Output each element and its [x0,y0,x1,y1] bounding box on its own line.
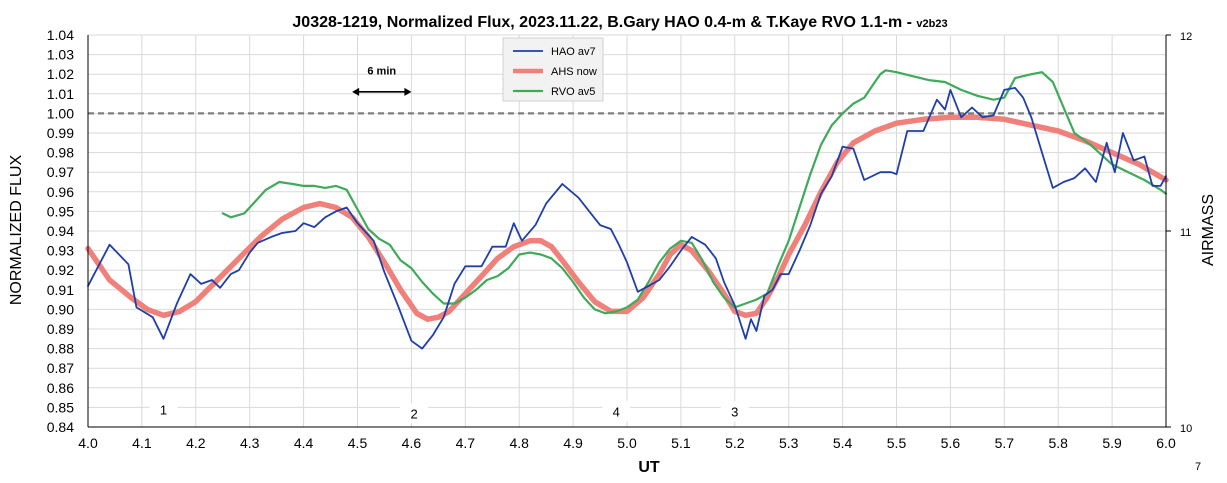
legend-label: HAO av7 [551,46,596,58]
x-tick-label: 4.6 [402,435,422,451]
y2-tick-label: 12 [1180,31,1192,43]
y-tick-label: 1.04 [47,27,74,43]
axes [87,34,1171,428]
annotation-label: 3 [731,404,738,419]
y-tick-label: 1.02 [47,66,74,82]
tick-labels: 0.84 0.85 0.86 0.87 0.88 0.89 0.90 0.91 0.92 0.93… [47,27,1193,451]
legend-label: RVO av5 [551,86,595,98]
y-tick-label: 1.01 [47,86,74,102]
y-tick-label: 0.84 [47,419,74,435]
x-tick-label: 5.0 [617,435,637,451]
annotation-label-bg [720,401,749,422]
grid [87,34,1167,428]
annotation-label: 2 [410,406,417,421]
y-tick-label: 0.97 [47,164,74,180]
annotation-label-bg [602,401,631,422]
x-tick-label: 4.3 [240,435,260,451]
x-tick-label: 5.8 [1048,435,1068,451]
y-tick-label: 0.90 [47,301,74,317]
y-tick-label: 0.88 [47,341,74,357]
y-tick-label: 0.92 [47,262,74,278]
x-tick-label: 4.7 [456,435,476,451]
chart-title-main: J0328-1219, Normalized Flux, 2023.11.22,… [292,14,916,31]
annotation-label: 1 [160,402,167,417]
annotation-label: 4 [613,404,620,419]
y-tick-label: 0.93 [47,243,74,259]
x-axis-label: UT [638,459,660,476]
y-tick-label: 0.96 [47,184,74,200]
arrow-head-left [352,87,360,96]
series-line-rvo-av5 [221,69,1168,315]
annotation-label: 6 min [367,65,396,77]
x-tick-label: 5.7 [995,435,1015,451]
y-tick-label: 0.85 [47,399,74,415]
x-tick-label: 4.9 [563,435,583,451]
x-tick-label: 6.0 [1156,435,1176,451]
y2-axis-label: AIRMASS [1200,194,1217,266]
series-group [85,69,1169,350]
annotations: 6 min 1 2 4 3 [149,65,749,424]
corner-note: 7 [1195,461,1201,473]
x-tick-label: 5.2 [725,435,745,451]
y-tick-label: 1.03 [47,47,74,63]
arrow-head-right [404,87,412,96]
y2-tick-label: 10 [1180,423,1192,435]
x-tick-label: 4.5 [348,435,368,451]
x-tick-label: 5.6 [941,435,961,451]
annotation-label-bg [400,403,429,424]
x-tick-label: 5.3 [779,435,799,451]
x-tick-label: 4.2 [186,435,206,451]
y-axis-label: NORMALIZED FLUX [8,155,25,306]
y-tick-label: 1.00 [47,105,74,121]
x-tick-label: 5.5 [887,435,907,451]
y-tick-label: 0.91 [47,282,74,298]
y-tick-label: 0.95 [47,203,74,219]
y-tick-label: 0.87 [47,360,74,376]
series-line-ahs-now [85,114,1169,322]
annotation-label-bg [149,399,178,420]
series-line-hao-av7 [87,87,1167,350]
legend: HAO av7 AHS now RVO av5 [502,37,604,102]
chart-title-version: v2b23 [916,18,947,30]
x-tick-label: 5.9 [1102,435,1122,451]
chart-title: J0328-1219, Normalized Flux, 2023.11.22,… [292,14,947,31]
x-tick-label: 5.1 [671,435,691,451]
x-tick-label: 5.4 [833,435,853,451]
y-tick-label: 0.98 [47,145,74,161]
y-tick-label: 0.89 [47,321,74,337]
x-tick-label: 4.8 [509,435,529,451]
x-tick-label: 4.0 [78,435,98,451]
legend-label: AHS now [551,66,597,78]
y-tick-label: 0.99 [47,125,74,141]
y2-tick-label: 11 [1180,227,1191,239]
y-tick-label: 0.94 [47,223,74,239]
y-tick-label: 0.86 [47,380,74,396]
x-tick-label: 4.1 [132,435,152,451]
x-tick-label: 4.4 [294,435,314,451]
